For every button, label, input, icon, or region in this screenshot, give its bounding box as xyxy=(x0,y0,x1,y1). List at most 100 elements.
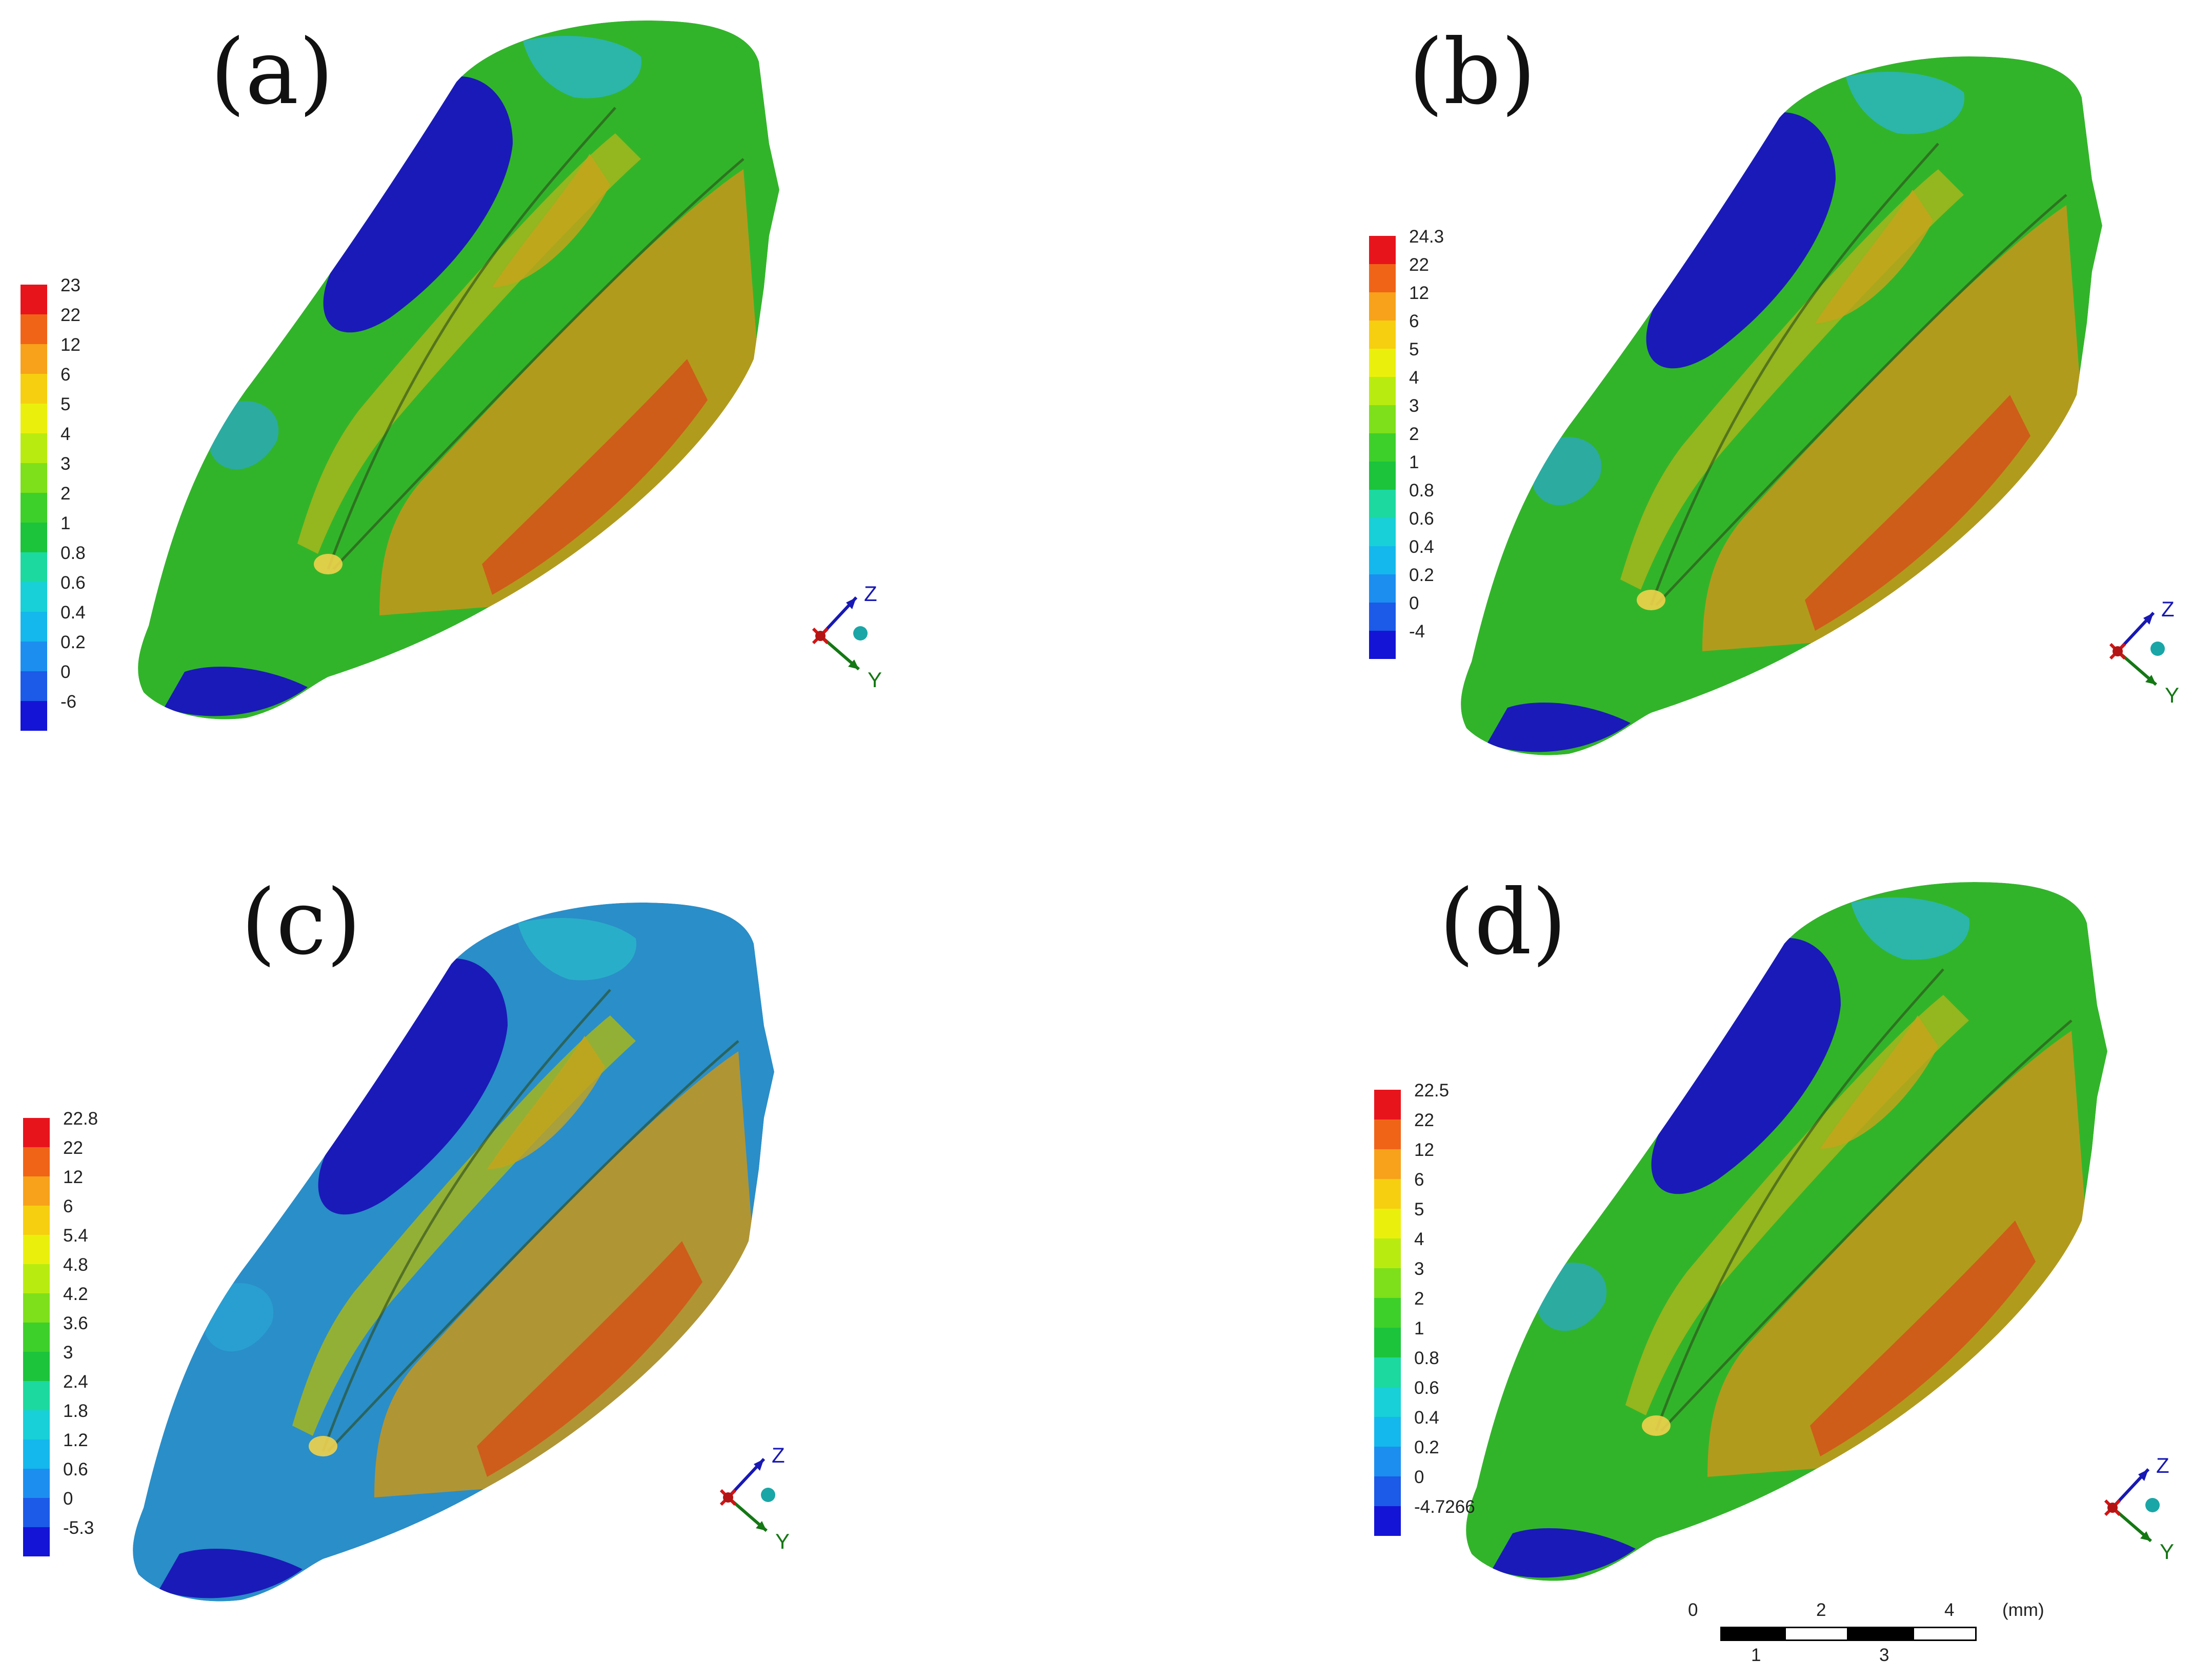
axis-z-label: Z xyxy=(2156,1453,2169,1477)
legend-swatch xyxy=(21,582,47,612)
legend-swatch xyxy=(21,285,47,314)
legend-swatch xyxy=(1374,1506,1401,1536)
legend-value: 2 xyxy=(1409,424,1419,444)
legend-value: 3 xyxy=(61,454,71,474)
legend-value: 0 xyxy=(63,1489,73,1509)
legend-value: 12 xyxy=(1409,283,1429,303)
tooth-model xyxy=(138,21,780,719)
axis-triad-icon: ZY xyxy=(812,582,882,692)
panel-c: (c) xyxy=(0,840,1106,1680)
legend-swatch xyxy=(23,1381,50,1410)
legend-value: 0.8 xyxy=(1409,481,1434,501)
tooth-model xyxy=(133,903,775,1602)
scale-segment xyxy=(1784,1627,1848,1641)
legend-swatch xyxy=(1369,433,1396,462)
scale-segment xyxy=(1848,1627,1913,1641)
legend-value: 24.3 xyxy=(1409,227,1444,247)
legend-swatch xyxy=(1374,1417,1401,1447)
legend-swatch xyxy=(23,1235,50,1264)
legend-value: 0.6 xyxy=(1409,509,1434,529)
legend-value: 3 xyxy=(1409,396,1419,416)
legend-swatch xyxy=(1374,1149,1401,1179)
panel-label: (a) xyxy=(210,21,334,125)
legend-swatch xyxy=(23,1439,50,1469)
scale-segment xyxy=(1720,1627,1784,1641)
legend-swatch xyxy=(1369,631,1396,659)
panel-label: (d) xyxy=(1439,871,1567,975)
legend-value: 0.8 xyxy=(1414,1348,1439,1368)
legend-value: 12 xyxy=(63,1167,83,1187)
legend-swatch xyxy=(23,1147,50,1176)
legend-value: 4 xyxy=(61,424,71,444)
legend-value: 1.8 xyxy=(63,1401,88,1421)
legend-value: 0.6 xyxy=(1414,1378,1439,1398)
legend-value: -6 xyxy=(61,692,77,712)
legend-value: 0.6 xyxy=(63,1459,88,1479)
panel-d: (d) xyxy=(1106,840,2212,1680)
legend-value: 22 xyxy=(63,1138,83,1158)
legend-value: 5 xyxy=(61,394,71,414)
legend-swatch xyxy=(23,1293,50,1323)
scale-tick-4: 4 xyxy=(1944,1600,1955,1620)
axis-y-label: Y xyxy=(2160,1539,2174,1564)
legend-value: 4 xyxy=(1414,1229,1424,1249)
legend-swatch xyxy=(21,523,47,552)
legend-swatch xyxy=(21,671,47,701)
legend-value: 1 xyxy=(1409,452,1419,472)
legend-value: 22 xyxy=(1414,1110,1434,1130)
legend-swatch xyxy=(21,701,47,731)
panel-label: (b) xyxy=(1409,21,1536,125)
panel-label: (c) xyxy=(241,871,361,975)
legend-swatch xyxy=(21,612,47,642)
legend-value: 3.6 xyxy=(63,1313,88,1333)
legend-swatch xyxy=(1369,349,1396,377)
legend-swatch xyxy=(21,314,47,344)
axis-y-label: Y xyxy=(2165,683,2179,707)
legend-swatch xyxy=(1374,1209,1401,1238)
legend-value: 22 xyxy=(1409,255,1429,275)
scale-tick-0: 0 xyxy=(1688,1600,1698,1620)
legend-swatch xyxy=(1369,264,1396,292)
legend-value: -4.7266 xyxy=(1414,1497,1475,1517)
legend-swatch xyxy=(1374,1357,1401,1387)
legend-value: 1 xyxy=(1414,1318,1424,1338)
legend-value: 22 xyxy=(61,305,81,325)
axis-y-label: Y xyxy=(868,668,882,692)
legend-swatch xyxy=(21,404,47,433)
legend-value: 6 xyxy=(63,1196,73,1216)
legend-swatch xyxy=(1374,1179,1401,1209)
legend-value: 12 xyxy=(1414,1140,1434,1160)
scale-tick-1: 1 xyxy=(1751,1645,1761,1665)
legend-swatch xyxy=(1369,603,1396,631)
axis-triad-icon: ZY xyxy=(2109,597,2179,707)
legend-swatch xyxy=(23,1527,50,1556)
legend-value: 6 xyxy=(1409,311,1419,331)
legend-value: 23 xyxy=(61,275,81,295)
legend-swatch xyxy=(1369,574,1396,603)
legend-swatch xyxy=(21,344,47,374)
legend-value: 6 xyxy=(1414,1170,1424,1190)
legend-value: 3 xyxy=(1414,1259,1424,1279)
scale-bar: 0 2 4 (mm) 1 3 xyxy=(1677,1600,2044,1667)
legend-swatch xyxy=(1374,1476,1401,1506)
legend-value: 5.4 xyxy=(63,1226,88,1246)
legend-value: 0 xyxy=(1409,593,1419,613)
legend-swatch xyxy=(23,1206,50,1235)
legend-value: -4 xyxy=(1409,622,1425,642)
axis-z-label: Z xyxy=(772,1443,785,1467)
legend-value: 4.2 xyxy=(63,1284,88,1304)
legend-swatch xyxy=(23,1176,50,1206)
scale-unit: (mm) xyxy=(2002,1600,2044,1620)
legend-swatch xyxy=(21,642,47,671)
legend-value: 4.8 xyxy=(63,1255,88,1275)
legend-swatch xyxy=(1374,1090,1401,1119)
panel-b: (b) xyxy=(1106,0,2212,840)
legend-value: 1.2 xyxy=(63,1430,88,1450)
axis-triad-icon: ZY xyxy=(2104,1453,2174,1564)
panel-a: (a) xyxy=(0,0,1106,840)
legend-swatch xyxy=(23,1469,50,1498)
scale-segment xyxy=(1913,1627,1977,1641)
legend-swatch xyxy=(21,374,47,404)
legend-value: 0 xyxy=(1414,1467,1424,1487)
legend-value: 6 xyxy=(61,365,71,385)
